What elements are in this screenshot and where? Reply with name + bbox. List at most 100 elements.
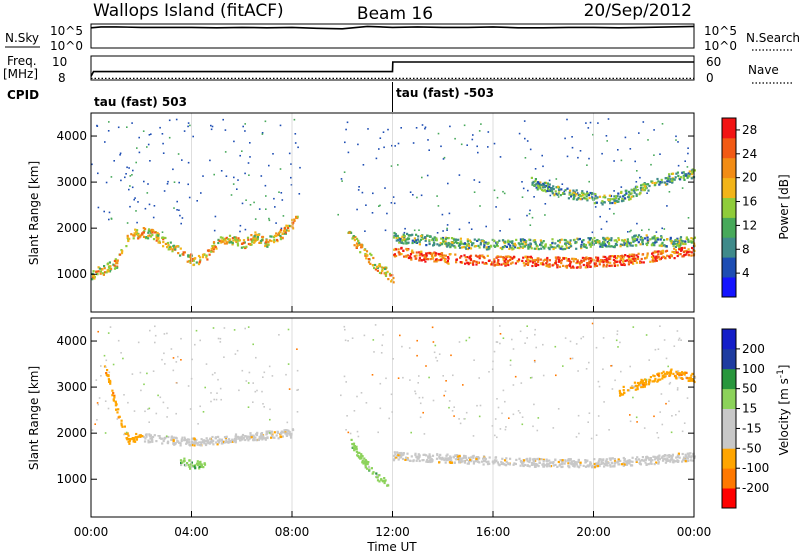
scatter-cell-1396: [394, 235, 398, 238]
scatter-cell-1832: [690, 177, 693, 180]
scatter-cell-1401: [433, 236, 436, 239]
scatter-cell-1404: [669, 238, 672, 241]
scatter-cell-1858: [657, 180, 660, 183]
scatter-cell-1893: [543, 189, 547, 192]
scatter-cell-1164: [693, 376, 697, 379]
scatter-cell-583: [400, 253, 403, 256]
scatter-cell-1245: [166, 416, 168, 418]
scatter-cell-1982: [211, 125, 214, 128]
scatter-cell-1218: [373, 351, 375, 353]
scatter-cell-1943: [534, 180, 537, 183]
scatter-cell-1928: [680, 176, 683, 179]
scatter-cell-1892: [531, 182, 534, 185]
scatter-cell-712: [401, 457, 405, 461]
scatter-cell-1395: [296, 348, 298, 350]
scatter-cell-220: [254, 436, 257, 439]
scatter-cell-421: [386, 270, 389, 273]
scatter-cell-425: [463, 454, 466, 457]
scatter-cell-1131: [439, 243, 442, 246]
scatter-cell-1950: [225, 175, 228, 177]
scatter-cell-518: [622, 260, 625, 263]
scatter-cell-1741: [651, 181, 654, 184]
scatter-cell-1370: [413, 241, 417, 244]
scatter-cell-1208: [238, 389, 240, 392]
scatter-cell-1528: [629, 244, 632, 247]
scatter-cell-188: [236, 244, 240, 247]
scatter-cell-2092: [290, 184, 293, 186]
scatter-cell-1752: [667, 178, 670, 181]
scatter-cell-428: [657, 455, 660, 458]
scatter-cell-1545: [180, 359, 182, 361]
scatter-cell-2129: [427, 139, 429, 141]
scatter-cell-1148: [654, 239, 657, 242]
scatter-cell-1372: [487, 241, 490, 244]
scatter-cell-2182: [163, 190, 166, 192]
scatter-cell-968: [183, 459, 186, 463]
scatter-cell-679: [655, 255, 658, 258]
scatter-cell-294: [227, 238, 230, 241]
scatter-cell-435: [610, 457, 613, 460]
scatter-cell-2297: [264, 184, 267, 187]
scatter-cell-1378: [633, 239, 636, 242]
scatter-cell-1302: [668, 383, 671, 385]
scatter-cell-840: [671, 250, 674, 253]
scatter-cell-2286: [245, 199, 247, 201]
scatter-cell-406: [367, 261, 371, 264]
scatter-cell-741: [422, 459, 425, 462]
scatter-cell-1154: [442, 239, 445, 243]
scatter-cell-1455: [660, 243, 663, 246]
scatter-cell-831: [419, 253, 422, 256]
scatter-cell-1734: [629, 197, 632, 200]
scatter-cell-909: [502, 256, 505, 259]
scatter-cell-1439: [372, 339, 375, 341]
scatter-cell-756: [559, 463, 562, 466]
scatter-cell-1929: [595, 201, 598, 204]
scatter-cell-1868: [621, 197, 624, 201]
scatter-cell-2149: [241, 202, 244, 205]
scatter-cell-537: [431, 459, 434, 462]
scatter-cell-826: [664, 256, 667, 259]
scatter-cell-2201: [420, 194, 423, 197]
scatter-cell-1619: [564, 242, 567, 245]
velocity-colorbar-tick-label-3: -15: [742, 421, 762, 435]
scatter-cell-430: [353, 244, 356, 247]
scatter-cell-1202: [561, 248, 564, 251]
scatter-cell-725: [505, 258, 508, 261]
scatter-cell-1513: [641, 237, 644, 240]
scatter-cell-1841: [551, 192, 554, 195]
scatter-cell-1211: [512, 384, 515, 386]
scatter-cell-1314: [680, 339, 682, 341]
scatter-cell-162: [284, 232, 287, 235]
scatter-cell-1280: [543, 247, 546, 250]
scatter-cell-917: [691, 246, 694, 250]
scatter-cell-2181: [146, 192, 149, 194]
scatter-cell-1536: [594, 241, 598, 244]
scatter-cell-2012: [298, 193, 301, 195]
scatter-cell-1400: [629, 365, 631, 368]
scatter-cell-247: [264, 437, 267, 440]
scatter-cell-468: [384, 271, 387, 274]
scatter-cell-1879: [573, 196, 576, 199]
scatter-cell-589: [417, 457, 420, 460]
scatter-cell-1426: [448, 400, 451, 402]
scatter-cell-85: [166, 442, 170, 445]
scatter-cell-943: [180, 463, 183, 467]
scatter-cell-182: [136, 229, 139, 232]
scatter-cell-401: [447, 457, 450, 460]
scatter-cell-582: [662, 455, 665, 458]
scatter-cell-427: [675, 460, 678, 463]
scatter-cell-2241: [687, 152, 689, 155]
scatter-cell-1712: [666, 180, 669, 183]
scatter-cell-1347: [535, 247, 538, 250]
scatter-cell-378: [107, 266, 111, 269]
scatter-cell-1964: [566, 118, 568, 121]
scatter-cell-1371: [441, 243, 444, 246]
scatter-cell-533: [482, 460, 485, 463]
scatter-cell-1002: [580, 260, 583, 263]
scatter-cell-1285: [539, 239, 542, 242]
scatter-cell-388: [141, 232, 144, 235]
scatter-cell-283: [212, 443, 215, 446]
scatter-cell-1617: [504, 240, 507, 243]
scatter-cell-1427: [100, 365, 102, 367]
scatter-cell-1099: [641, 238, 644, 242]
